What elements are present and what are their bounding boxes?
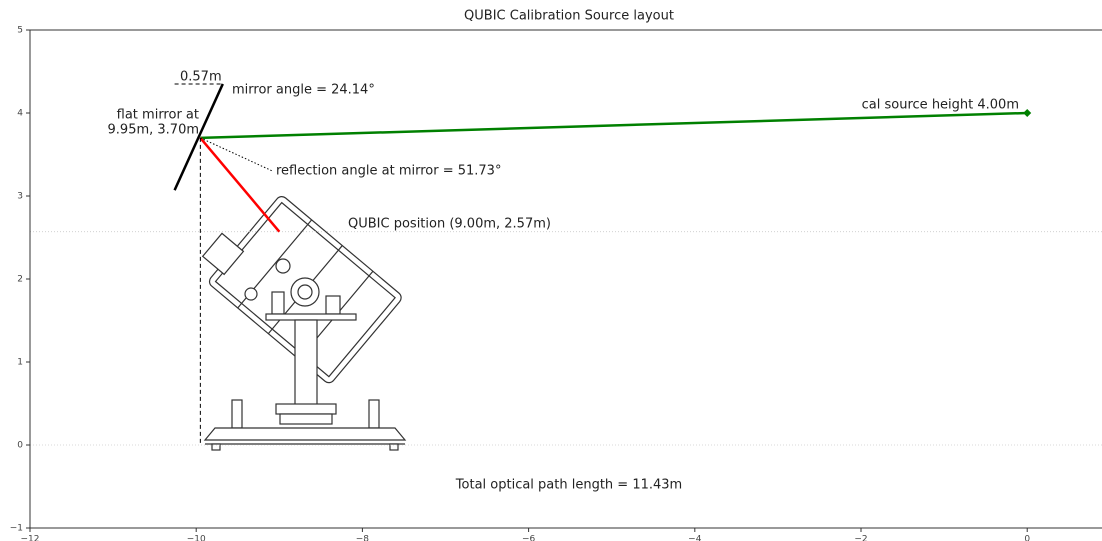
x-tick-label: −12: [21, 535, 40, 541]
annotation: reflection angle at mirror = 51.73°: [276, 164, 501, 179]
instrument-drawing: [201, 195, 407, 451]
line: [173, 83, 224, 191]
y-tick-label: −1: [10, 524, 23, 534]
annotation: 0.57m: [180, 70, 222, 85]
annotation: 9.95m, 3.70m: [108, 123, 199, 138]
chart-title: QUBIC Calibration Source layout: [464, 9, 674, 24]
y-tick-label: 5: [17, 26, 23, 36]
y-tick-label: 0: [17, 441, 23, 451]
line: [199, 137, 281, 233]
annotation: flat mirror at: [117, 108, 199, 123]
annotation: Total optical path length = 11.43m: [455, 478, 682, 493]
x-tick-label: −2: [854, 535, 867, 541]
line: [200, 137, 273, 172]
line: [200, 111, 1028, 140]
y-tick-label: 4: [17, 109, 23, 119]
x-tick-label: −4: [688, 535, 702, 541]
x-tick-label: −8: [356, 535, 370, 541]
y-tick-label: 3: [17, 192, 23, 202]
annotation: cal source height 4.00m: [862, 98, 1019, 113]
y-tick-label: 1: [17, 358, 23, 368]
x-tick-label: −10: [187, 535, 206, 541]
annotation: mirror angle = 24.14°: [232, 83, 375, 98]
x-tick-label: 0: [1024, 535, 1030, 541]
y-tick-label: 2: [17, 275, 23, 285]
marker: [1023, 109, 1032, 117]
annotation: QUBIC position (9.00m, 2.57m): [348, 217, 551, 232]
x-tick-label: −6: [522, 535, 536, 541]
